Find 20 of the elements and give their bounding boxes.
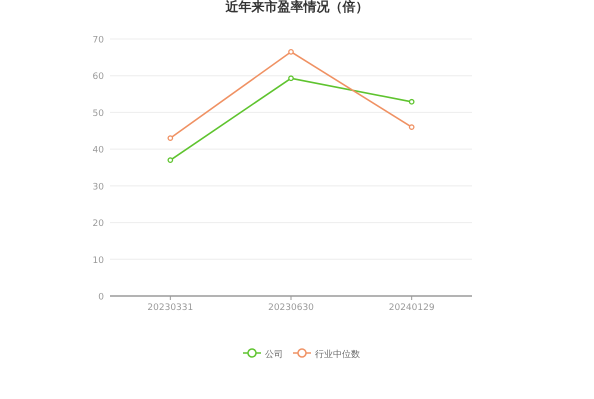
chart-title: 近年来市盈率情况（倍） (224, 0, 368, 15)
y-tick-label: 20 (92, 219, 104, 230)
y-tick-label: 40 (92, 146, 104, 156)
x-tick-label: 20230331 (147, 303, 194, 313)
point (288, 49, 294, 55)
y-tick-label: 50 (92, 108, 104, 119)
legend-label: 行业中位数 (315, 349, 360, 360)
y-tick-label: 30 (92, 182, 104, 192)
point (167, 157, 174, 164)
point (167, 135, 174, 141)
y-tick-label: 60 (92, 72, 104, 82)
y-tick-label: 70 (92, 36, 104, 46)
x-tick-label: 20230630 (268, 303, 314, 313)
point (408, 98, 415, 105)
point (408, 124, 415, 130)
x-tick-label: 20240129 (388, 303, 435, 313)
point (288, 75, 294, 82)
y-tick-label: 10 (92, 256, 104, 266)
legend-label: 公司 (265, 349, 283, 360)
y-tick-label: 0 (98, 292, 104, 302)
